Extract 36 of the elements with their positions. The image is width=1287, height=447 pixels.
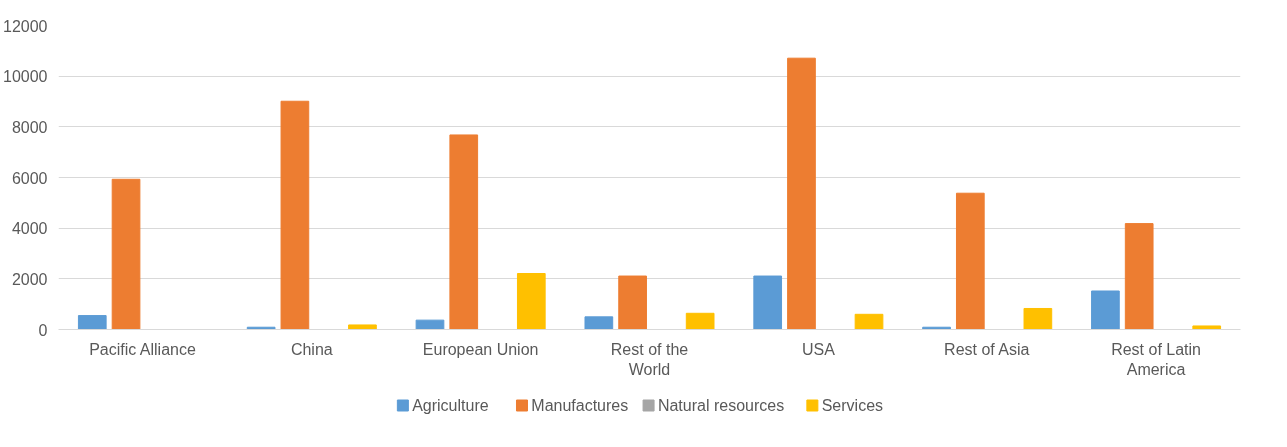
bar <box>111 178 141 330</box>
bar <box>584 316 614 330</box>
bar <box>955 192 985 330</box>
x-tick-label: USA <box>801 340 836 358</box>
x-tick-label: Rest of the World <box>610 340 689 378</box>
y-tick-label: 10000 <box>3 68 48 86</box>
legend-label: Natural resources <box>657 397 785 414</box>
bar <box>449 134 479 330</box>
bar <box>685 312 715 330</box>
bar <box>854 313 884 330</box>
legend-label: Services <box>821 397 884 414</box>
bar <box>1023 307 1053 330</box>
x-tick-label: Rest of Asia <box>944 340 1030 358</box>
bar <box>787 57 816 330</box>
x-tick-label: Rest of Latin America <box>1111 340 1201 378</box>
bar <box>516 273 546 330</box>
y-tick-label: 8000 <box>11 118 48 136</box>
y-tick-label: 12000 <box>3 17 48 35</box>
y-tick-label: 4000 <box>11 220 48 238</box>
bar <box>77 315 107 330</box>
bar <box>1124 223 1154 330</box>
bar <box>1192 325 1222 330</box>
x-tick-label: Pacific Alliance <box>89 340 196 358</box>
x-tick-label: China <box>290 340 333 358</box>
bar <box>618 275 647 330</box>
bar <box>348 324 377 330</box>
legend-label: Agriculture <box>412 397 489 414</box>
bar <box>753 275 783 330</box>
y-tick-label: 0 <box>38 321 48 339</box>
y-tick-label: 2000 <box>11 270 48 288</box>
bar <box>1091 290 1120 330</box>
x-tick-label: European Union <box>422 340 539 358</box>
y-tick-label: 6000 <box>11 169 48 187</box>
legend-label: Manufactures <box>531 397 629 414</box>
bar <box>280 100 310 330</box>
bar <box>415 319 445 330</box>
